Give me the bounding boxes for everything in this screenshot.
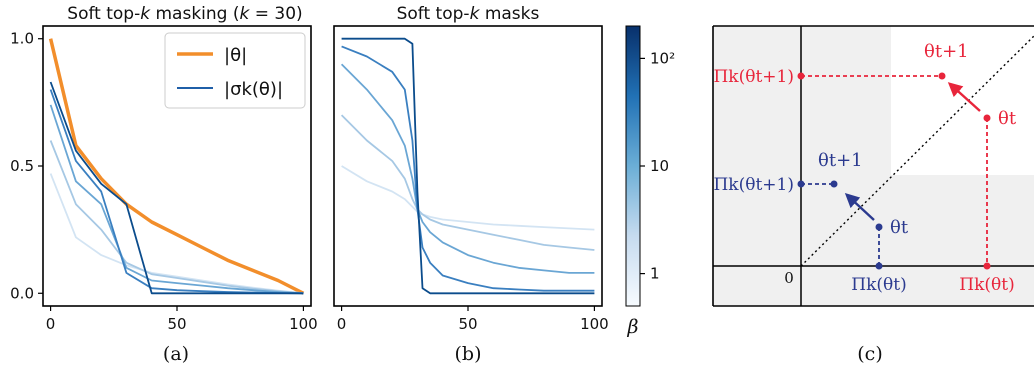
panel-a-legend: |θ| |σk(θ)| xyxy=(164,32,306,109)
red-update: θt θt+1 Πk(θt+1) Πk(θt) xyxy=(713,41,1016,295)
panel-a-series-line-0 xyxy=(48,38,305,295)
red-theta-t-point xyxy=(983,114,991,122)
panel-a-x-tick-label-2: 100 xyxy=(289,315,318,333)
blue-step-arrow xyxy=(844,193,875,221)
colorbar-tick-label-0: 1 xyxy=(650,265,660,283)
legend-label-theta: |θ| xyxy=(224,45,247,66)
red-theta-t1-label: θt+1 xyxy=(924,41,969,62)
blue-proj-y-label: Πk(θt+1) xyxy=(713,175,794,195)
red-theta-t1-point xyxy=(938,72,946,80)
panel-a-title: Soft top-k masking (k = 30) xyxy=(67,4,302,24)
panel-b-x-tick-label-0: 0 xyxy=(337,315,347,333)
red-step-arrow xyxy=(947,82,981,112)
blue-proj-x-label: Πk(θt) xyxy=(851,275,906,295)
panel-a-series-line-2 xyxy=(49,140,304,295)
panel-b-title: Soft top-k masks xyxy=(397,4,540,24)
panel-b-series-line-1 xyxy=(340,114,595,251)
blue-theta-t1-label: θt+1 xyxy=(818,150,863,171)
panel-a-y-tick-label-1: 0.5 xyxy=(10,157,34,175)
blue-theta-t-point xyxy=(875,223,883,231)
panel-a-series-line-3 xyxy=(49,104,304,295)
panel-c: 0 θt θt+1 Πk(θt+1) Πk(θt) θt θt+1 xyxy=(712,25,1034,365)
panel-b-frame xyxy=(333,25,603,307)
red-proj-y-label: Πk(θt+1) xyxy=(713,67,794,87)
caption-b: (b) xyxy=(455,343,482,365)
panel-b-series-line-3 xyxy=(341,45,595,292)
colorbar-tick-label-1: 10 xyxy=(650,157,669,175)
red-theta-t-label: θt xyxy=(998,108,1017,129)
blue-proj-y-point xyxy=(797,180,805,188)
red-proj-y-point xyxy=(797,72,805,80)
panel-b-series-line-2 xyxy=(340,63,595,274)
panel-b-x-tick-label-1: 50 xyxy=(458,315,477,333)
panel-a-series-line-4 xyxy=(49,89,304,295)
blue-proj-x-point xyxy=(875,262,883,270)
blue-theta-t1-point xyxy=(830,180,838,188)
panel-a-y-tick-label-0: 0.0 xyxy=(10,284,34,302)
panel-a-y-tick-label-2: 1.0 xyxy=(10,30,34,48)
colorbar-label: β xyxy=(627,316,639,338)
panel-b: Soft top-k masks 0 50 100 (b) xyxy=(333,4,609,365)
panel-b-series-line-4 xyxy=(341,37,595,295)
colorbar-gradient xyxy=(625,25,641,307)
red-proj-x-label: Πk(θt) xyxy=(959,275,1014,295)
caption-a: (a) xyxy=(163,343,189,365)
red-proj-x-point xyxy=(983,262,991,270)
blue-theta-t-label: θt xyxy=(890,217,909,238)
colorbar-tick-label-2: 10² xyxy=(650,49,675,67)
panel-b-x-tick-label-2: 100 xyxy=(580,315,609,333)
shaded-region-lower xyxy=(713,175,1034,306)
panel-a-series-line-5 xyxy=(49,81,304,295)
panel-a: Soft top-k masking (k = 30) 0 50 100 0.0 0.5… xyxy=(10,4,318,365)
colorbar: 1 10 10² β xyxy=(625,25,675,338)
caption-c: (c) xyxy=(857,343,882,365)
blue-update: θt θt+1 Πk(θt+1) Πk(θt) xyxy=(713,150,908,295)
panel-b-series-line-0 xyxy=(341,165,595,231)
legend-label-sigma: |σk(θ)| xyxy=(224,79,283,100)
origin-label: 0 xyxy=(784,269,794,287)
panel-a-x-tick-label-1: 50 xyxy=(167,315,186,333)
panel-a-x-tick-label-0: 0 xyxy=(46,315,56,333)
